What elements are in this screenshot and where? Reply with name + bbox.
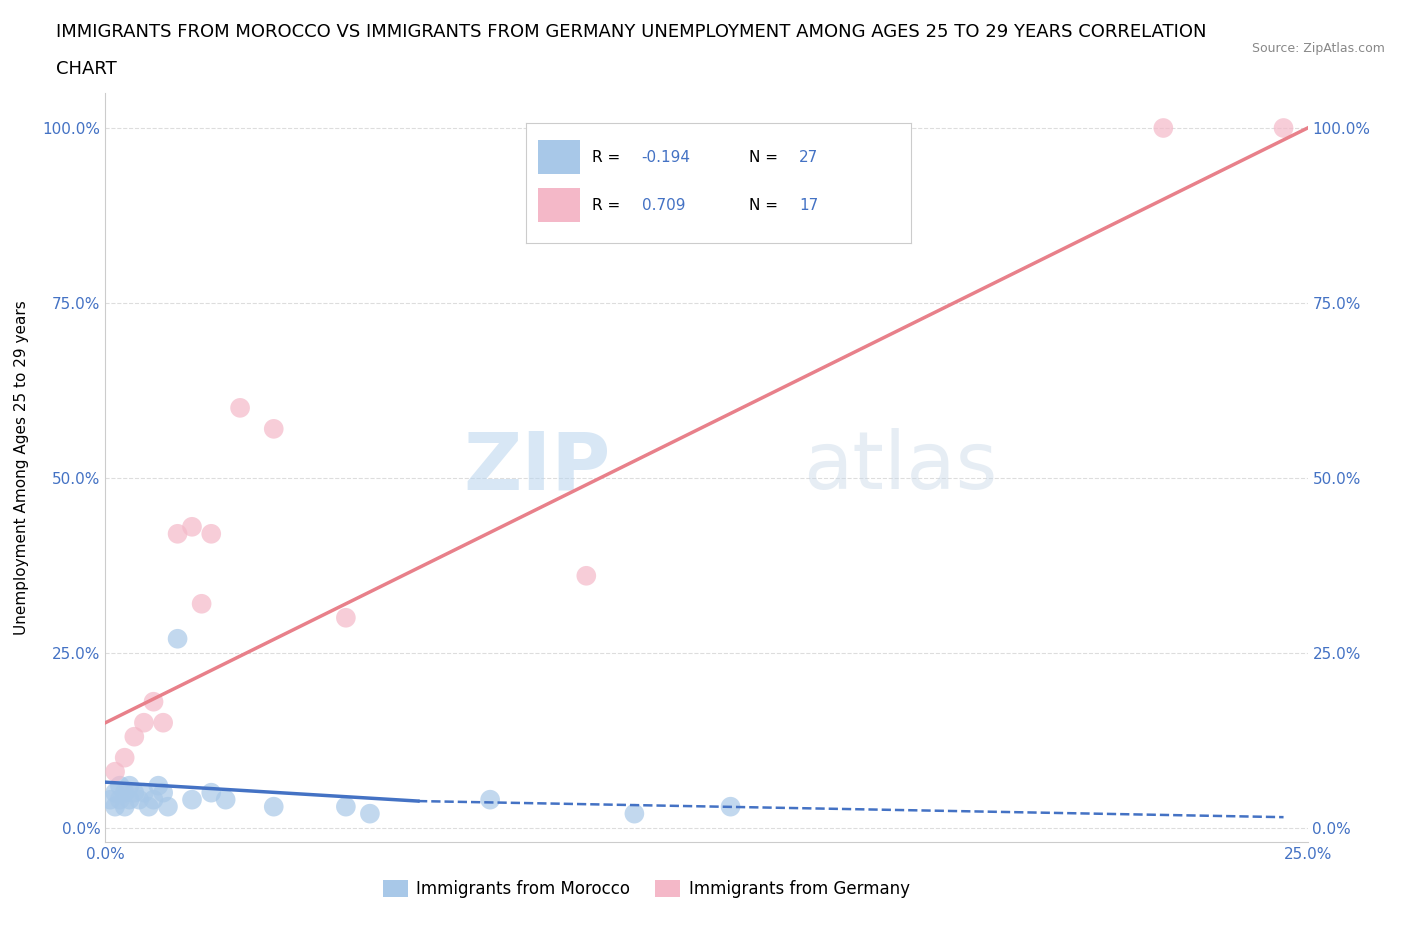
Point <box>575 568 598 583</box>
Point <box>114 785 136 800</box>
Text: Source: ZipAtlas.com: Source: ZipAtlas.com <box>1251 42 1385 55</box>
Point <box>181 519 204 534</box>
Point <box>138 799 160 814</box>
Point <box>124 785 146 800</box>
Point <box>181 792 204 807</box>
Point <box>104 764 127 779</box>
Point <box>108 778 131 793</box>
Point <box>156 799 179 814</box>
Point <box>118 778 141 793</box>
Point <box>200 526 222 541</box>
Point <box>190 596 212 611</box>
Text: CHART: CHART <box>56 60 117 78</box>
Point <box>166 526 188 541</box>
Point <box>263 421 285 436</box>
Point <box>720 799 742 814</box>
Point <box>142 695 165 710</box>
Point <box>214 792 236 807</box>
Point <box>200 785 222 800</box>
Point <box>132 715 155 730</box>
Point <box>142 792 165 807</box>
Text: IMMIGRANTS FROM MOROCCO VS IMMIGRANTS FROM GERMANY UNEMPLOYMENT AMONG AGES 25 TO: IMMIGRANTS FROM MOROCCO VS IMMIGRANTS FR… <box>56 23 1206 41</box>
Point <box>335 799 357 814</box>
Point <box>863 211 886 226</box>
Point <box>108 792 131 807</box>
Point <box>152 715 174 730</box>
Point <box>263 799 285 814</box>
Point <box>118 792 141 807</box>
Point <box>166 631 188 646</box>
Point <box>98 792 121 807</box>
Point <box>114 799 136 814</box>
Point <box>104 799 127 814</box>
Point <box>1272 121 1295 136</box>
Text: ZIP: ZIP <box>463 429 610 506</box>
Point <box>152 785 174 800</box>
Point <box>335 610 357 625</box>
Point <box>1152 121 1174 136</box>
Y-axis label: Unemployment Among Ages 25 to 29 years: Unemployment Among Ages 25 to 29 years <box>14 300 28 634</box>
Point <box>132 785 155 800</box>
Point <box>479 792 502 807</box>
Point <box>229 401 252 416</box>
Text: atlas: atlas <box>803 429 997 506</box>
Point <box>104 785 127 800</box>
Point <box>128 792 150 807</box>
Point <box>114 751 136 765</box>
Point <box>148 778 170 793</box>
Point <box>359 806 381 821</box>
Point <box>623 806 645 821</box>
Legend: Immigrants from Morocco, Immigrants from Germany: Immigrants from Morocco, Immigrants from… <box>377 873 917 905</box>
Point <box>124 729 146 744</box>
